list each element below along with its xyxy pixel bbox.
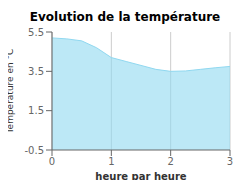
html-text:Evolution de la température: Evolution de la température [29, 10, 221, 24]
svg-text:Température en °C: Température en °C [8, 49, 15, 135]
svg-text:1: 1 [108, 156, 114, 167]
svg-text:1.5: 1.5 [28, 105, 44, 116]
svg-text:-0.5: -0.5 [24, 145, 44, 156]
svg-text:0: 0 [49, 156, 55, 167]
svg-text:5.5: 5.5 [28, 27, 44, 38]
svg-text:2: 2 [167, 156, 173, 167]
svg-text:heure par heure: heure par heure [95, 171, 186, 180]
svg-text:3: 3 [227, 156, 233, 167]
svg-text:3.5: 3.5 [28, 66, 44, 77]
